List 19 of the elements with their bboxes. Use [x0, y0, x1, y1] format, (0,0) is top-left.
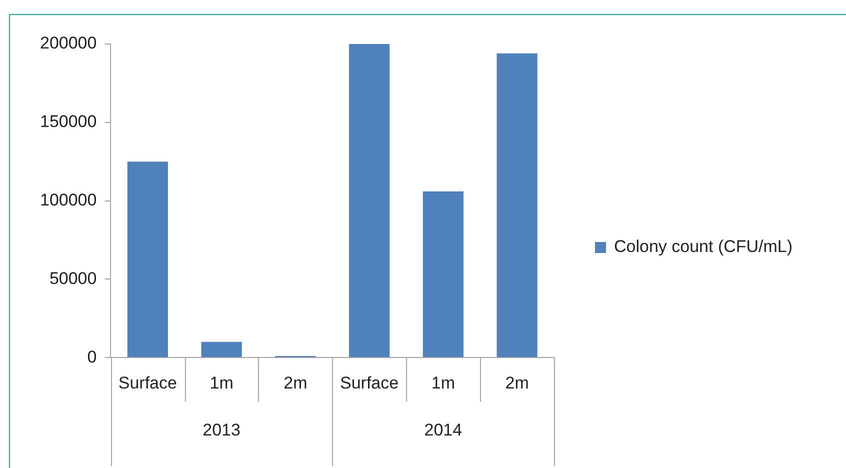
- y-tick-label: 0: [87, 347, 97, 366]
- y-tick-label: 100000: [40, 190, 97, 210]
- x-tick-label: 2m: [284, 373, 308, 392]
- legend-label: Colony count (CFU/mL): [614, 237, 793, 257]
- bar: [348, 44, 390, 358]
- y-tick-label: 50000: [49, 268, 97, 288]
- x-tick-label: Surface: [118, 373, 177, 392]
- y-tick-label: 200000: [40, 34, 97, 53]
- x-tick-label: Surface: [340, 373, 399, 392]
- x-tick-label: 1m: [210, 373, 234, 392]
- y-tick-label: 150000: [40, 112, 97, 132]
- bar: [127, 162, 168, 358]
- text: 2014: [424, 420, 462, 440]
- bar: [496, 53, 538, 358]
- x-tick-label: 1m: [431, 373, 455, 392]
- text: 2013: [202, 420, 240, 440]
- x-tick-label: 2m: [505, 373, 529, 392]
- bar: [422, 191, 464, 358]
- bar: [201, 342, 242, 358]
